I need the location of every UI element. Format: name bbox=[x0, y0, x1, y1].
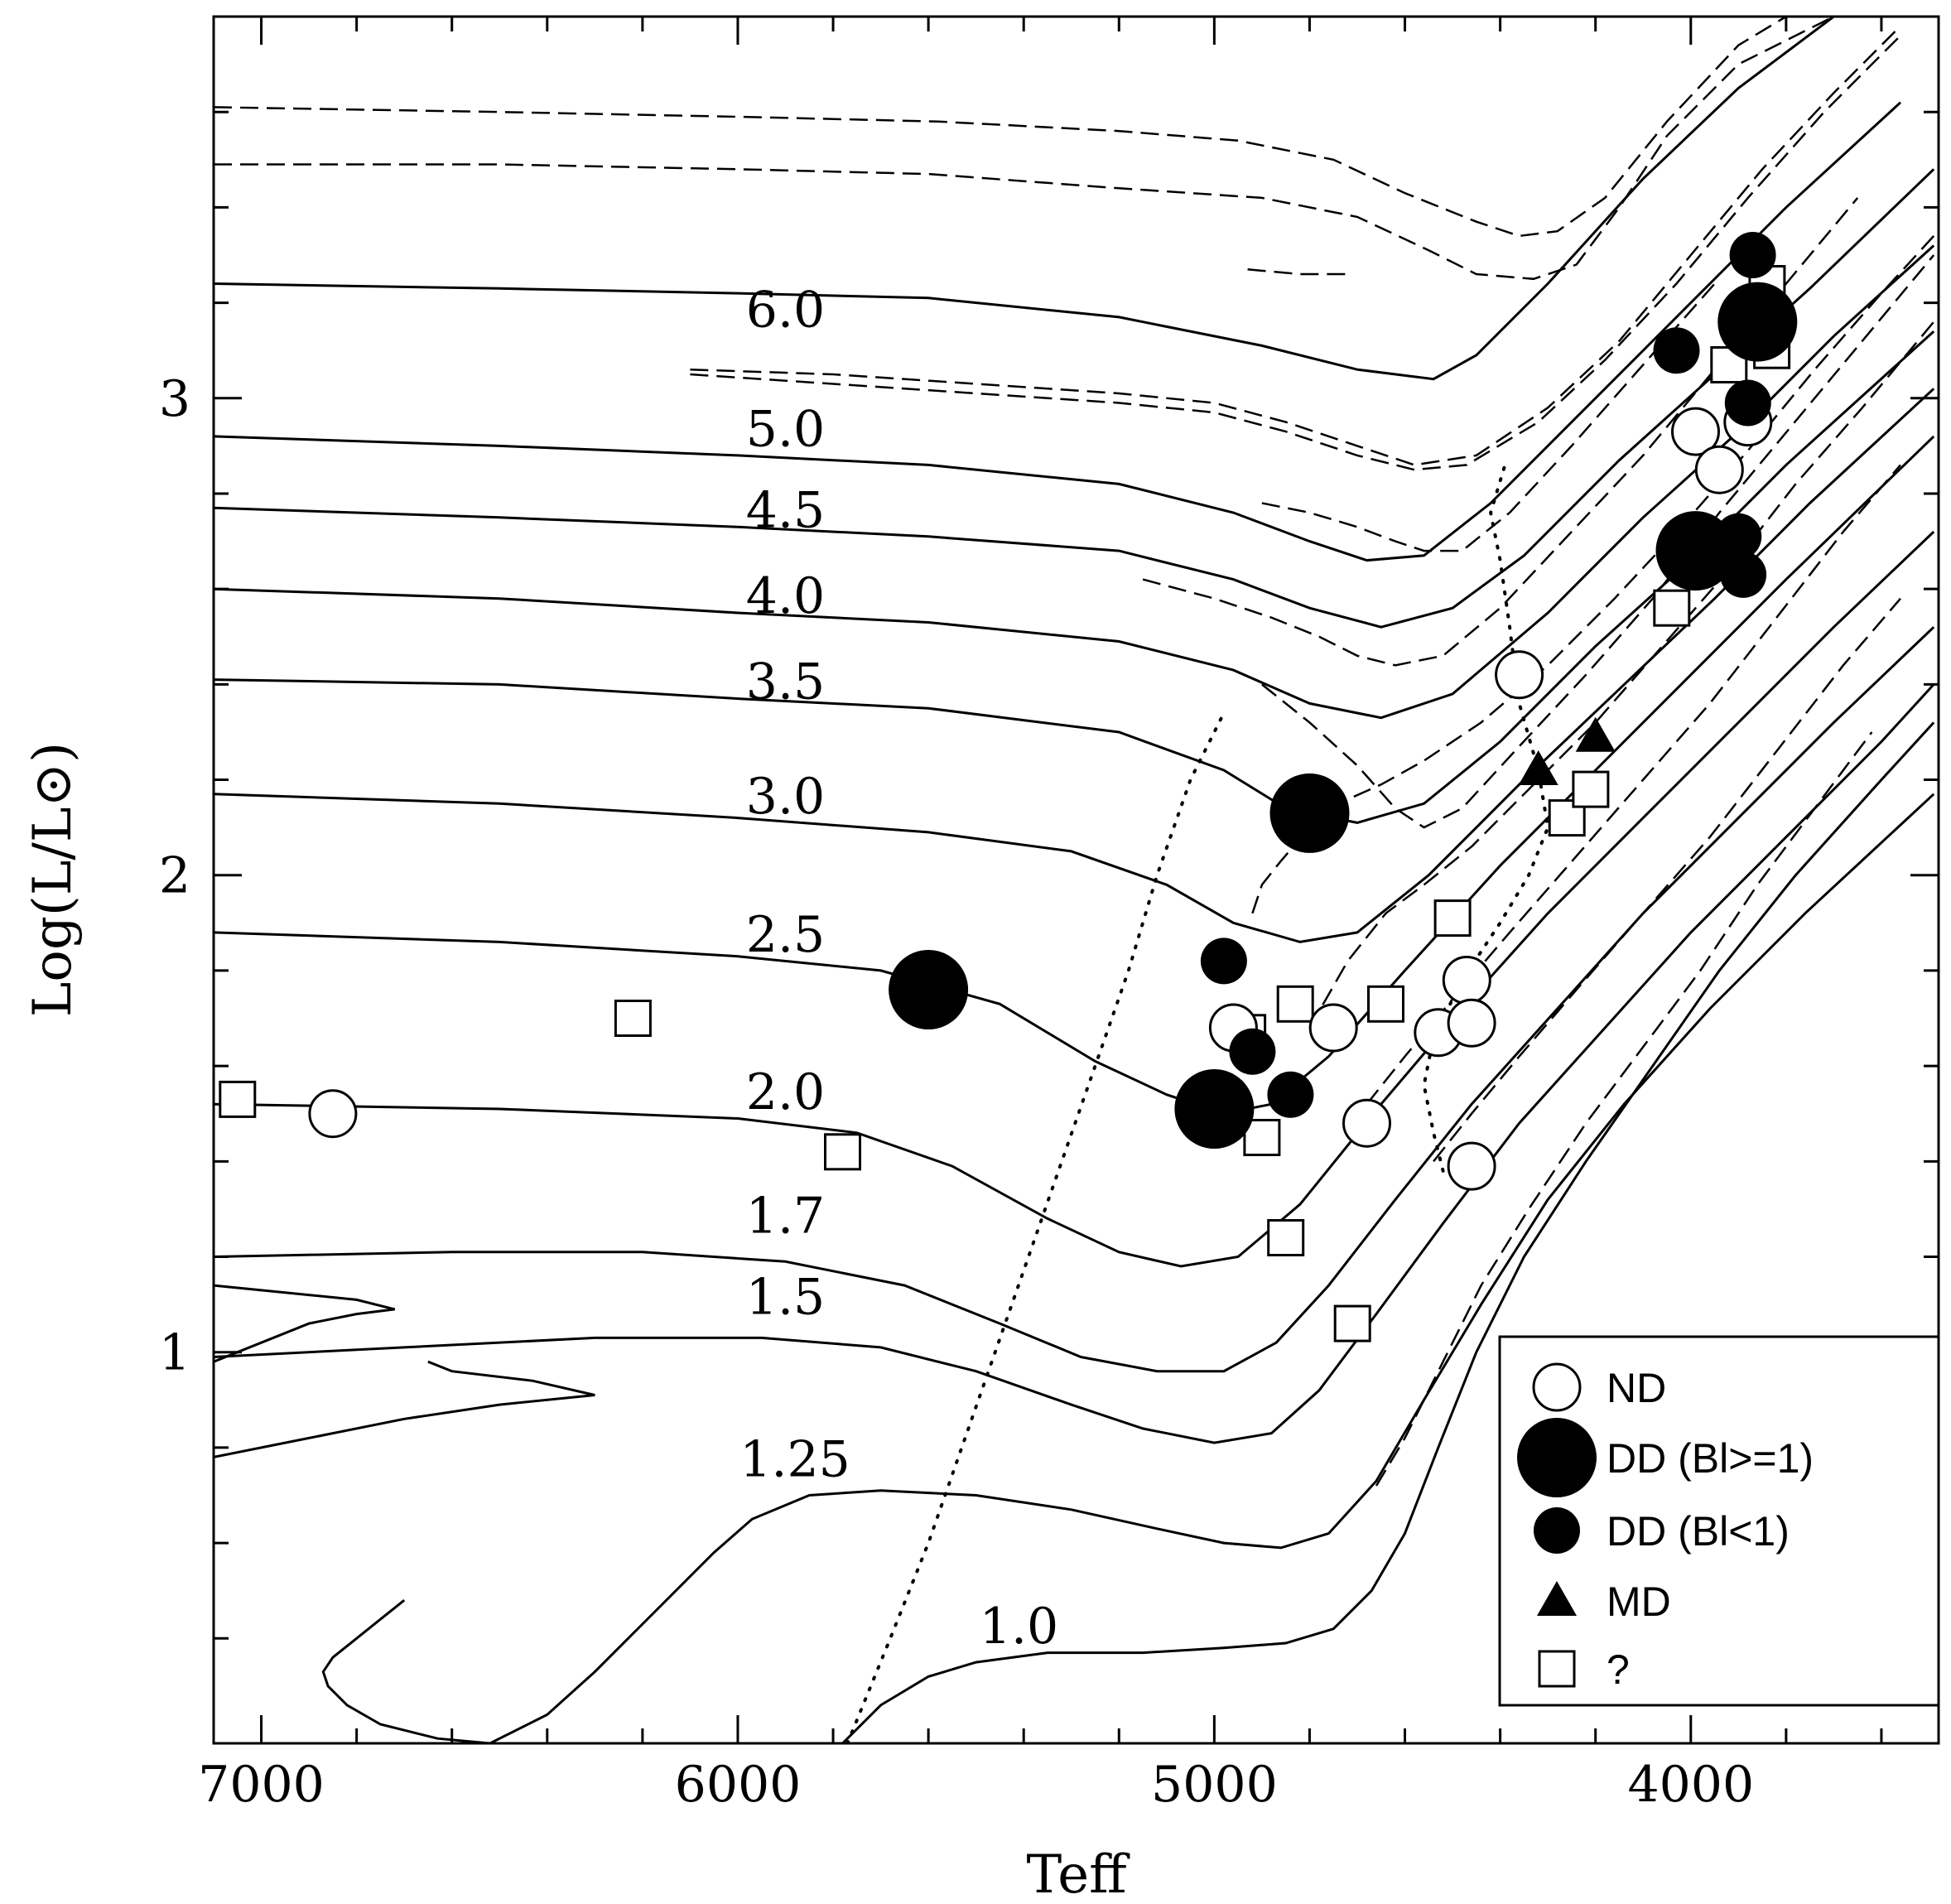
nd-open-circle-point-0 bbox=[308, 1089, 358, 1139]
dd-big-filled-circle-point-0 bbox=[889, 950, 969, 1029]
track-label-1-5: 1.5 bbox=[746, 1269, 825, 1327]
track-1-5 bbox=[214, 683, 1935, 1444]
ms-upper-segment bbox=[214, 1284, 396, 1363]
dd-small-filled-circle-point-1 bbox=[1229, 1028, 1276, 1075]
track-label-1-25: 1.25 bbox=[739, 1431, 850, 1489]
track-label-6-0: 6.0 bbox=[746, 281, 825, 339]
plot-axes bbox=[212, 15, 1940, 1745]
dd-big-filled-circle-point-1 bbox=[1174, 1069, 1255, 1149]
unknown-open-square-point-10 bbox=[1548, 799, 1586, 837]
track-4-5 bbox=[214, 168, 1935, 629]
unknown-open-square-point-9 bbox=[1433, 899, 1472, 938]
dd-big-filled-circle-point-2 bbox=[1269, 773, 1350, 853]
dd-small-filled-circle-point-2 bbox=[1267, 1071, 1314, 1118]
track-1-0 bbox=[841, 721, 1935, 1743]
dd-big-filled-circle-point-3 bbox=[1655, 511, 1736, 591]
dd-big-filled-circle-point-4 bbox=[1717, 282, 1798, 362]
dashed-track-2 bbox=[690, 25, 1901, 466]
legend-marker-md-filled-triangle bbox=[1537, 1581, 1577, 1616]
unknown-open-square-point-0 bbox=[219, 1080, 257, 1118]
track-label-1-7: 1.7 bbox=[746, 1188, 825, 1246]
track-label-4-0: 4.0 bbox=[746, 567, 825, 625]
dashed-track-1 bbox=[214, 17, 1787, 238]
track-label-2-0: 2.0 bbox=[746, 1063, 825, 1121]
dashed-track-3 bbox=[690, 35, 1901, 471]
unknown-open-square-point-7 bbox=[1333, 1304, 1371, 1342]
y-tick-label-2: 2 bbox=[159, 847, 190, 905]
track-label-4-5: 4.5 bbox=[746, 481, 825, 539]
legend-label-dd-big-filled-circle: DD (Bl>=1) bbox=[1607, 1435, 1814, 1482]
unknown-open-square-point-5 bbox=[1276, 985, 1314, 1023]
legend-marker-unknown-open-square bbox=[1538, 1650, 1576, 1688]
md-filled-triangle-point-1 bbox=[1575, 716, 1616, 752]
legend: ND DD (Bl>=1) DD (Bl<1) MD? bbox=[1498, 1335, 1940, 1707]
y-tick-label-3: 3 bbox=[159, 370, 190, 428]
dashed-track-6 bbox=[1142, 197, 1859, 667]
dd-small-filled-circle-point-3 bbox=[1653, 327, 1700, 374]
y-tick-label-1: 1 bbox=[159, 1324, 190, 1382]
axis-ticks: 7000 6000 5000 4000 1 2 3 bbox=[159, 17, 1939, 1814]
legend-label-unknown-open-square: ? bbox=[1607, 1646, 1630, 1693]
nd-open-circle-point-9 bbox=[1671, 407, 1720, 456]
legend-marker-dd-big-filled-circle bbox=[1517, 1418, 1597, 1497]
dd-small-filled-circle-point-7 bbox=[1729, 232, 1776, 278]
legend-label-dd-small-filled-circle: DD (Bl<1) bbox=[1607, 1508, 1790, 1555]
track-label-2-5: 2.5 bbox=[746, 906, 825, 964]
dashed-track-9 bbox=[1308, 321, 1935, 1029]
track-6-0 bbox=[214, 17, 1835, 381]
track-2-0 bbox=[214, 530, 1935, 1268]
track-label-5-0: 5.0 bbox=[746, 400, 825, 458]
nd-open-circle-point-7 bbox=[1447, 1141, 1496, 1191]
unknown-open-square-point-6 bbox=[1267, 1219, 1305, 1256]
x-tick-label-5000: 5000 bbox=[1151, 1756, 1278, 1814]
y-axis-title: Log(L/L⊙) bbox=[22, 742, 84, 1017]
legend-marker-dd-small-filled-circle bbox=[1534, 1507, 1580, 1554]
md-filled-triangle-point-0 bbox=[1518, 750, 1558, 785]
track-5-0 bbox=[214, 101, 1902, 562]
unknown-open-square-point-11 bbox=[1572, 770, 1610, 808]
nd-open-circle-point-2 bbox=[1308, 1003, 1358, 1053]
legend-marker-nd-open-circle bbox=[1532, 1362, 1582, 1412]
dashed-track-10 bbox=[1366, 464, 1901, 1105]
unknown-open-square-point-12 bbox=[1653, 589, 1691, 627]
dashed-track-5 bbox=[1261, 282, 1716, 552]
track-3-0 bbox=[214, 388, 1935, 943]
track-1-25 bbox=[321, 793, 1935, 1743]
track-1-7 bbox=[214, 626, 1935, 1373]
unknown-open-square-point-1 bbox=[614, 1000, 652, 1037]
legend-label-nd-open-circle: ND bbox=[1607, 1365, 1666, 1411]
track-label-3-5: 3.5 bbox=[746, 653, 825, 711]
legend-label-md-filled-triangle: MD bbox=[1607, 1579, 1671, 1625]
ms-mid-segment bbox=[214, 1360, 595, 1458]
plot-frame bbox=[212, 15, 1940, 1745]
nd-open-circle-point-8 bbox=[1495, 650, 1544, 700]
nd-open-circle-point-10 bbox=[1694, 445, 1744, 494]
x-tick-label-6000: 6000 bbox=[675, 1756, 802, 1814]
dashed-track-8 bbox=[1251, 235, 1935, 914]
nd-open-circle-point-6 bbox=[1447, 998, 1496, 1048]
rgb-bump-line bbox=[1422, 463, 1550, 1173]
x-axis-title: Teff bbox=[1026, 1844, 1130, 1904]
nd-open-circle-point-5 bbox=[1442, 956, 1491, 1005]
track-label-3-0: 3.0 bbox=[746, 768, 825, 826]
star-data-points bbox=[219, 232, 1798, 1342]
dd-small-filled-circle-point-6 bbox=[1724, 379, 1771, 427]
instability-strip-line bbox=[845, 711, 1226, 1743]
track-label-1-0: 1.0 bbox=[980, 1598, 1058, 1656]
x-tick-label-4000: 4000 bbox=[1627, 1756, 1754, 1814]
nd-open-circle-point-3 bbox=[1342, 1098, 1391, 1148]
x-tick-label-7000: 7000 bbox=[198, 1756, 325, 1814]
unknown-open-square-point-4 bbox=[1243, 1119, 1281, 1156]
track-mass-labels: 6.0 5.0 4.5 4.0 3.5 3.0 2.5 2.0 1.7 1.5 1.25 1.0 bbox=[739, 281, 1058, 1656]
dashed-track-0 bbox=[214, 17, 1834, 281]
dd-small-filled-circle-point-0 bbox=[1200, 938, 1247, 985]
dashed-track-4 bbox=[1247, 268, 1348, 276]
unknown-open-square-point-8 bbox=[1367, 985, 1404, 1023]
unknown-open-square-point-2 bbox=[824, 1133, 861, 1171]
